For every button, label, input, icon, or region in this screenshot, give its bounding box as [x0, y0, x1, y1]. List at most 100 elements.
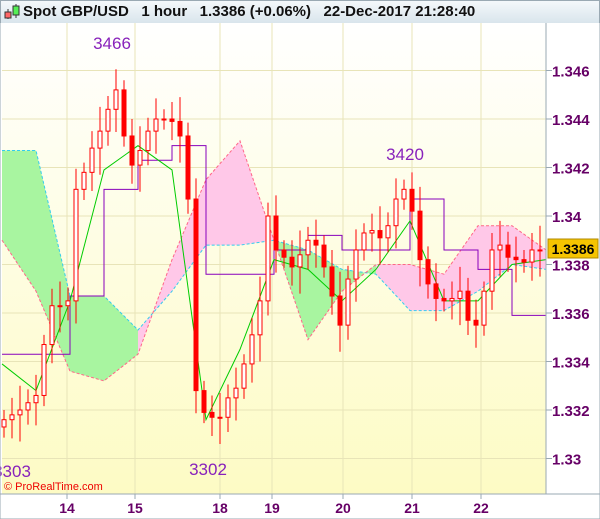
candle-body — [497, 244, 503, 251]
candle-body — [105, 108, 111, 132]
candle-body — [433, 283, 439, 299]
x-axis[interactable]: 14 15 18 19 20 21 22 — [59, 494, 489, 516]
y-tick-label: 1.344 — [552, 112, 590, 129]
candle-body — [281, 249, 287, 258]
candle-body — [9, 414, 15, 421]
x-tick-label: 18 — [212, 500, 228, 516]
candle-body — [57, 305, 63, 308]
candle-body — [145, 130, 151, 152]
candle-body — [185, 135, 191, 200]
green-line — [1, 145, 547, 422]
candle-body — [73, 188, 79, 302]
y-tick-label: 1.334 — [552, 355, 590, 372]
x-tick-label: 22 — [473, 500, 489, 516]
candle-body — [297, 254, 303, 268]
x-tick-label: 19 — [264, 500, 280, 516]
candle-body — [1, 419, 7, 428]
title-bar: Spot GBP/USD 1 hour 1.3386 (+0.06%) 22-D… — [0, 0, 600, 23]
candle-body — [209, 411, 215, 418]
candle-body — [377, 230, 383, 239]
candle-body — [321, 244, 327, 268]
candle-body — [113, 89, 119, 110]
candle-body — [249, 334, 255, 365]
candle-body — [465, 290, 471, 321]
candle-body — [489, 249, 495, 292]
candle-body — [81, 171, 87, 190]
candle-body — [33, 394, 39, 404]
last-price-label: 1.3386 — [552, 241, 595, 257]
y-tick-label: 1.342 — [552, 161, 590, 178]
candle-body — [177, 120, 183, 137]
candle-body — [265, 215, 271, 302]
candle-body — [17, 409, 23, 416]
candle-body — [417, 210, 423, 261]
candle-body — [305, 239, 311, 256]
candles — [1, 69, 543, 444]
x-tick-label: 21 — [404, 500, 420, 516]
candle-body — [241, 363, 247, 389]
annotation-label: 3466 — [93, 34, 131, 53]
candle-body — [361, 232, 367, 251]
candle-body — [521, 259, 527, 263]
y-tick-label: 1.338 — [552, 258, 590, 275]
candle-body — [513, 256, 519, 261]
watermark: © ProRealTime.com — [4, 481, 103, 493]
candle-body — [41, 344, 47, 396]
candle-body — [481, 290, 487, 326]
candle-body — [353, 249, 359, 280]
candle-body — [457, 290, 463, 299]
x-tick-label: 20 — [335, 500, 351, 516]
cloud-segment-pink — [512, 225, 546, 270]
candle-body — [225, 397, 231, 418]
cloud-segment-pink — [206, 140, 240, 246]
purple-line — [2, 145, 547, 355]
candle-body — [393, 198, 399, 227]
chart-title: Spot GBP/USD 1 hour 1.3386 (+0.06%) 22-D… — [23, 3, 476, 20]
candle-body — [89, 147, 95, 173]
candle-body — [505, 244, 511, 258]
annotation-label: 3420 — [386, 145, 424, 164]
candle-body — [257, 300, 263, 336]
candle-body — [161, 118, 167, 121]
candle-body — [193, 198, 199, 392]
y-axis[interactable]: 1.346 1.344 1.342 1.34 1.338 1.336 1.334 1.332 1… — [546, 64, 590, 469]
candle-body — [473, 319, 479, 326]
last-price-tag: 1.3386 — [547, 238, 599, 259]
cloud-segment-pink — [478, 225, 512, 292]
candle-body — [337, 295, 343, 326]
candle-body — [369, 230, 375, 234]
candle-body — [289, 256, 295, 268]
candle-body — [201, 390, 207, 413]
candle-body — [97, 130, 103, 149]
candle-body — [537, 249, 543, 252]
candle-body — [273, 215, 279, 251]
candle-body — [137, 150, 143, 166]
candle-body — [233, 387, 239, 399]
candle-body — [345, 278, 351, 326]
cloud-segment-pink — [376, 264, 410, 311]
cloud-segment-green — [36, 150, 70, 372]
candlestick-icon — [4, 4, 20, 19]
candle-body — [449, 297, 455, 302]
y-tick-label: 1.346 — [552, 64, 590, 81]
y-tick-label: 1.332 — [552, 403, 590, 420]
candle-body — [153, 118, 159, 132]
candle-body — [65, 300, 71, 307]
candle-body — [329, 266, 335, 297]
candle-body — [401, 188, 407, 200]
x-tick-label: 14 — [59, 500, 75, 516]
x-tick-label: 15 — [127, 500, 143, 516]
candle-body — [49, 305, 55, 346]
candle-body — [313, 239, 319, 246]
cloud-segment-green — [2, 150, 36, 292]
candle-body — [129, 135, 135, 166]
annotation-label: 3303 — [0, 462, 31, 481]
cloud-segment-green — [70, 296, 104, 381]
candle-body — [441, 297, 447, 302]
candle-body — [121, 89, 127, 137]
candle-body — [409, 188, 415, 212]
y-tick-label: 1.336 — [552, 306, 590, 323]
candle-body — [385, 225, 391, 239]
candle-body — [169, 118, 175, 122]
